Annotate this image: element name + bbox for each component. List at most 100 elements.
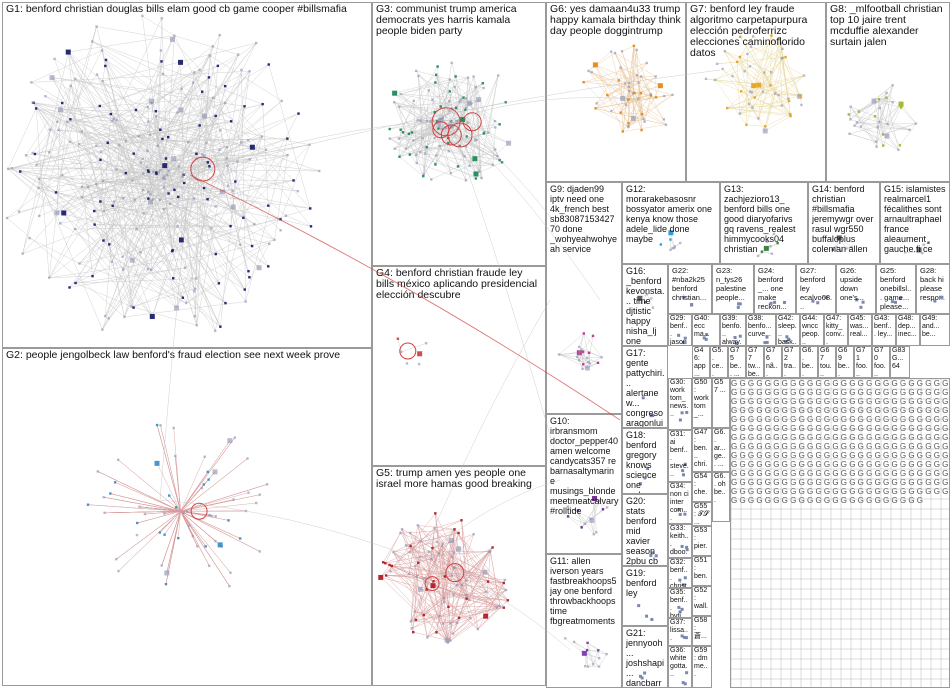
graph-node[interactable] — [407, 572, 411, 576]
graph-node[interactable] — [181, 296, 185, 299]
group-panel-micro[interactable]: G83 G... 64 — [890, 346, 910, 378]
graph-node[interactable] — [286, 153, 289, 157]
graph-node[interactable] — [154, 115, 158, 118]
graph-node[interactable] — [121, 255, 124, 259]
graph-node[interactable] — [587, 69, 590, 73]
graph-node[interactable] — [168, 494, 171, 497]
graph-node[interactable] — [123, 315, 126, 319]
graph-node[interactable] — [54, 191, 58, 194]
graph-node[interactable] — [857, 110, 860, 113]
graph-node[interactable] — [109, 112, 113, 116]
graph-node[interactable] — [731, 74, 734, 78]
graph-node[interactable] — [595, 531, 598, 534]
graph-node[interactable] — [849, 105, 852, 108]
graph-node[interactable] — [598, 656, 601, 660]
graph-node[interactable] — [401, 131, 405, 134]
graph-node[interactable] — [482, 86, 485, 90]
graph-node[interactable] — [640, 75, 643, 78]
graph-node[interactable] — [465, 593, 468, 597]
graph-node[interactable] — [187, 524, 191, 527]
graph-node[interactable] — [789, 114, 792, 118]
graph-node[interactable] — [21, 252, 24, 255]
graph-node[interactable] — [220, 545, 223, 548]
graph-node[interactable] — [80, 185, 84, 188]
group-panel-g28[interactable]: G28: back hi please respo... — [916, 264, 950, 314]
graph-node[interactable] — [743, 69, 746, 73]
group-panel-micro[interactable]: G53: pier... be... — [692, 526, 712, 556]
group-panel-micro[interactable]: G44: wncc peop... — [800, 314, 824, 346]
graph-node[interactable] — [617, 79, 620, 82]
graph-node[interactable] — [736, 305, 740, 309]
graph-node[interactable] — [630, 116, 636, 122]
graph-node[interactable] — [898, 101, 904, 107]
graph-node[interactable] — [589, 517, 592, 520]
group-panel-g14[interactable]: G14: benford christian #billsmafia jerem… — [808, 182, 880, 264]
graph-node[interactable] — [654, 75, 657, 78]
graph-node[interactable] — [155, 423, 159, 427]
graph-node[interactable] — [214, 205, 218, 208]
graph-node[interactable] — [229, 120, 233, 123]
graph-node[interactable] — [770, 252, 774, 255]
graph-node[interactable] — [898, 144, 902, 147]
graph-node[interactable] — [232, 498, 235, 501]
graph-node[interactable] — [448, 78, 452, 81]
graph-node[interactable] — [404, 147, 408, 150]
graph-node[interactable] — [873, 115, 877, 118]
graph-node[interactable] — [177, 195, 180, 199]
graph-node[interactable] — [384, 574, 388, 577]
graph-node[interactable] — [104, 314, 107, 318]
graph-node[interactable] — [292, 179, 295, 182]
graph-node[interactable] — [736, 60, 739, 64]
graph-node[interactable] — [226, 164, 229, 168]
graph-node[interactable] — [566, 515, 570, 518]
graph-node[interactable] — [115, 557, 118, 561]
graph-node[interactable] — [112, 200, 116, 203]
group-panel-g1[interactable]: G1: benford christian douglas bills elam… — [2, 2, 372, 348]
graph-node[interactable] — [249, 144, 255, 150]
graph-node[interactable] — [99, 150, 103, 154]
graph-node[interactable] — [162, 207, 166, 211]
graph-node[interactable] — [886, 122, 889, 126]
graph-node[interactable] — [255, 501, 258, 505]
group-panel-g20[interactable]: G20: stats benford mid xavier season 2pb… — [622, 494, 668, 566]
graph-node[interactable] — [225, 157, 228, 160]
graph-node[interactable] — [447, 150, 450, 153]
group-panel-g12[interactable]: G12: morarakebasosnr bossyator amerix on… — [622, 182, 720, 264]
graph-node[interactable] — [93, 223, 96, 226]
graph-node[interactable] — [789, 113, 792, 116]
graph-node[interactable] — [160, 17, 164, 20]
graph-node[interactable] — [787, 97, 790, 100]
graph-node[interactable] — [224, 301, 227, 305]
graph-node[interactable] — [632, 44, 636, 48]
graph-node[interactable] — [142, 212, 145, 215]
graph-node[interactable] — [438, 144, 441, 148]
group-panel-micro[interactable]: G6.. oh be... — [712, 472, 730, 522]
graph-node[interactable] — [162, 186, 166, 189]
graph-node[interactable] — [60, 173, 64, 177]
graph-node[interactable] — [448, 90, 451, 93]
graph-node[interactable] — [595, 102, 598, 105]
group-panel-micro[interactable]: G72 tra... ye... — [782, 346, 800, 378]
group-panel-g32[interactable]: G32: benf... christ... marc... — [668, 558, 692, 588]
graph-node[interactable] — [613, 51, 617, 55]
graph-node[interactable] — [61, 210, 67, 216]
group-panel-g15[interactable]: G15: islamistes realmarcel1 fécalithes s… — [880, 182, 950, 264]
graph-node[interactable] — [390, 564, 393, 568]
group-panel-g18[interactable]: G18: benford gregory knows science one y… — [622, 428, 668, 494]
graph-node[interactable] — [255, 41, 258, 45]
graph-node[interactable] — [713, 78, 717, 82]
graph-node[interactable] — [683, 576, 687, 580]
graph-node[interactable] — [452, 593, 455, 596]
graph-node[interactable] — [213, 329, 217, 333]
graph-node[interactable] — [392, 550, 395, 554]
graph-node[interactable] — [769, 245, 772, 248]
graph-node[interactable] — [149, 268, 153, 271]
graph-node[interactable] — [417, 561, 420, 565]
graph-node[interactable] — [578, 353, 581, 356]
graph-node[interactable] — [592, 496, 598, 502]
graph-node[interactable] — [483, 613, 489, 619]
graph-node[interactable] — [897, 148, 900, 152]
graph-node[interactable] — [940, 295, 944, 299]
graph-node[interactable] — [202, 186, 206, 190]
graph-node[interactable] — [31, 151, 34, 155]
